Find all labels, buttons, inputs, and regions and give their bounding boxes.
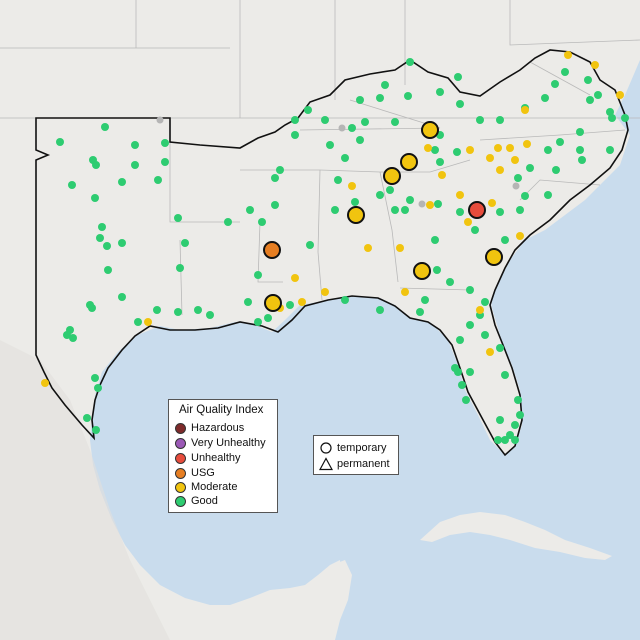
terrain-shade (0, 340, 170, 640)
moderate-small-sensors (41, 51, 624, 387)
moderate-monitor (421, 121, 439, 139)
very-unhealthy-swatch (175, 437, 186, 449)
legend-label: Moderate (191, 481, 238, 493)
hazardous-swatch (175, 422, 186, 434)
unhealthy-swatch (175, 452, 186, 464)
moderate-monitor (347, 206, 365, 224)
legend-label: Unhealthy (191, 452, 241, 464)
good-swatch (175, 495, 186, 507)
legend-label: USG (191, 467, 215, 479)
aqi-legend: Air Quality Index Hazardous Very Unhealt… (168, 399, 278, 513)
region-boundary (35, 49, 629, 457)
usg-swatch (175, 467, 186, 479)
shape-label-temporary: temporary (337, 442, 387, 454)
legend-item-usg: USG (175, 466, 215, 480)
moderate-monitor (264, 294, 282, 312)
good-sensors (56, 58, 629, 444)
legend-item-good: Good (175, 494, 218, 508)
legend-item-unhealthy: Unhealthy (175, 451, 241, 465)
shape-legend: temporary permanent (313, 435, 399, 475)
shape-label-permanent: permanent (337, 458, 390, 470)
unhealthy-monitor (468, 201, 486, 219)
moderate-monitor (400, 153, 418, 171)
nodata-sensors (156, 116, 520, 208)
temporary-monitors (263, 121, 503, 312)
usg-monitor (263, 241, 281, 259)
legend-item-very-unhealthy: Very Unhealthy (175, 436, 266, 450)
legend-label: Good (191, 495, 218, 507)
shape-legend-permanent: permanent (319, 457, 390, 471)
moderate-swatch (175, 481, 186, 493)
legend-item-hazardous: Hazardous (175, 421, 244, 435)
legend-label: Hazardous (191, 422, 245, 434)
moderate-monitor (413, 262, 431, 280)
circle-icon (320, 442, 332, 454)
moderate-monitor (383, 167, 401, 185)
legend-title: Air Quality Index (179, 404, 264, 416)
cuba (420, 512, 612, 560)
triangle-icon (319, 457, 333, 471)
yucatan (300, 560, 352, 640)
legend-label: Very Unhealthy (191, 437, 266, 449)
shape-legend-temporary: temporary (319, 441, 387, 455)
legend-item-moderate: Moderate (175, 480, 237, 494)
moderate-monitor (485, 248, 503, 266)
